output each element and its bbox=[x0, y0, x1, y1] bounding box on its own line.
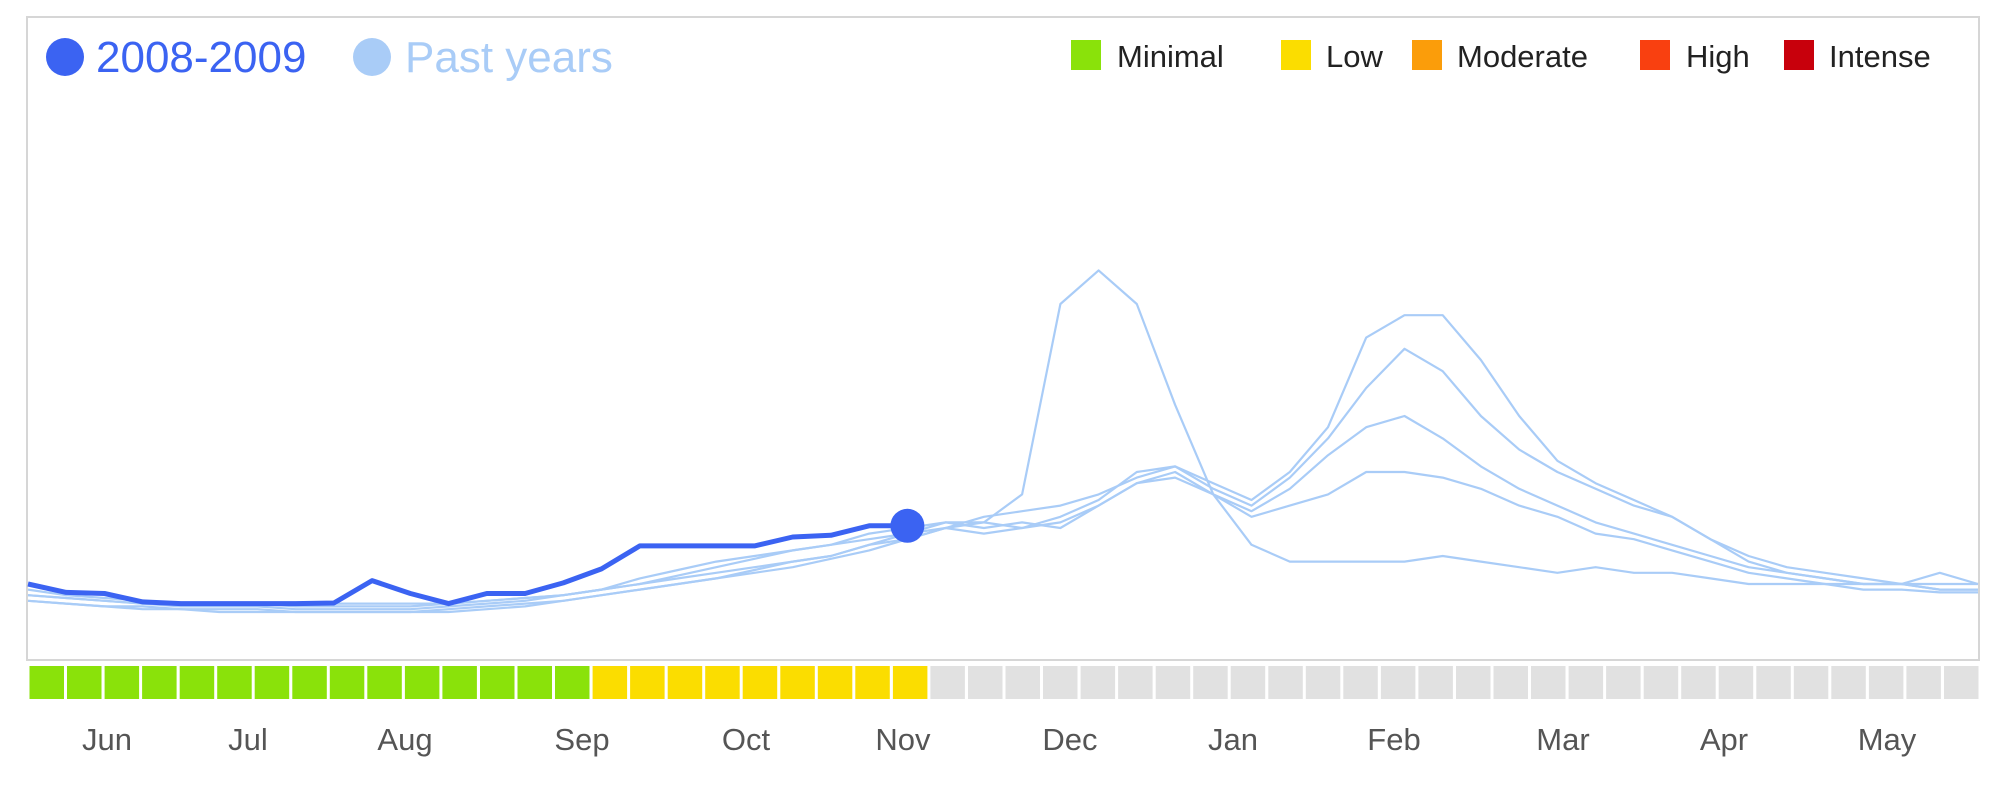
level-swatch-minimal bbox=[1071, 40, 1101, 70]
activity-cell-6[interactable] bbox=[217, 666, 252, 699]
activity-cell-13[interactable] bbox=[480, 666, 515, 699]
month-label-jun: Jun bbox=[82, 722, 132, 757]
legend: 2008-2009 Past years Minimal Low Moderat… bbox=[46, 33, 1931, 82]
activity-cell-32[interactable] bbox=[1193, 666, 1228, 699]
activity-cell-33[interactable] bbox=[1230, 666, 1266, 699]
activity-cell-46[interactable] bbox=[1718, 666, 1754, 699]
past-year-line-1 bbox=[27, 269, 1978, 605]
activity-cell-9[interactable] bbox=[329, 666, 365, 699]
activity-cell-49[interactable] bbox=[1831, 666, 1866, 699]
legend-label-current[interactable]: 2008-2009 bbox=[96, 33, 306, 82]
month-label-jul: Jul bbox=[228, 722, 268, 757]
activity-cell-3[interactable] bbox=[104, 666, 140, 699]
activity-cell-12[interactable] bbox=[442, 666, 477, 699]
activity-cell-27[interactable] bbox=[1005, 666, 1041, 699]
month-label-sep: Sep bbox=[554, 722, 609, 757]
activity-cell-23[interactable] bbox=[855, 666, 890, 699]
activity-cell-1[interactable] bbox=[29, 666, 65, 699]
activity-cell-5[interactable] bbox=[179, 666, 215, 699]
current-week-marker[interactable] bbox=[890, 508, 925, 543]
activity-cell-19[interactable] bbox=[705, 666, 740, 699]
level-label-low: Low bbox=[1326, 39, 1383, 74]
activity-cell-48[interactable] bbox=[1793, 666, 1829, 699]
month-label-apr: Apr bbox=[1700, 722, 1748, 757]
activity-cell-21[interactable] bbox=[780, 666, 815, 699]
activity-cell-43[interactable] bbox=[1606, 666, 1641, 699]
activity-cell-29[interactable] bbox=[1080, 666, 1116, 699]
activity-cell-52[interactable] bbox=[1944, 666, 1979, 699]
activity-cell-37[interactable] bbox=[1380, 666, 1416, 699]
level-label-minimal: Minimal bbox=[1117, 39, 1224, 74]
activity-cell-10[interactable] bbox=[367, 666, 402, 699]
level-swatch-low bbox=[1281, 40, 1311, 70]
activity-cell-11[interactable] bbox=[404, 666, 440, 699]
activity-cell-24[interactable] bbox=[892, 666, 928, 699]
activity-cell-35[interactable] bbox=[1305, 666, 1341, 699]
current-season-polyline bbox=[27, 523, 908, 607]
activity-cell-26[interactable] bbox=[968, 666, 1003, 699]
past-year-line-4 bbox=[27, 347, 1978, 614]
current-season-line bbox=[27, 508, 925, 607]
activity-cell-31[interactable] bbox=[1155, 666, 1191, 699]
activity-cell-44[interactable] bbox=[1643, 666, 1679, 699]
activity-cell-18[interactable] bbox=[667, 666, 703, 699]
chart-frame bbox=[26, 16, 1980, 661]
activity-level-strip bbox=[29, 666, 1979, 699]
level-swatch-intense bbox=[1784, 40, 1814, 70]
month-label-mar: Mar bbox=[1536, 722, 1589, 757]
activity-cell-14[interactable] bbox=[517, 666, 553, 699]
activity-cell-15[interactable] bbox=[555, 666, 590, 699]
past-year-line-5 bbox=[27, 314, 1979, 614]
activity-cell-8[interactable] bbox=[292, 666, 327, 699]
month-label-nov: Nov bbox=[875, 722, 931, 757]
level-label-intense: Intense bbox=[1829, 39, 1931, 74]
activity-cell-45[interactable] bbox=[1681, 666, 1716, 699]
activity-cell-50[interactable] bbox=[1868, 666, 1904, 699]
activity-cell-20[interactable] bbox=[742, 666, 778, 699]
activity-cell-51[interactable] bbox=[1906, 666, 1941, 699]
month-axis: Jun Jul Aug Sep Oct Nov Dec Jan Feb Mar Apr May bbox=[82, 722, 1917, 757]
activity-cell-47[interactable] bbox=[1756, 666, 1791, 699]
activity-cell-36[interactable] bbox=[1343, 666, 1378, 699]
activity-cell-16[interactable] bbox=[592, 666, 628, 699]
activity-cell-38[interactable] bbox=[1418, 666, 1453, 699]
month-label-dec: Dec bbox=[1042, 722, 1097, 757]
level-label-moderate: Moderate bbox=[1457, 39, 1588, 74]
activity-cell-41[interactable] bbox=[1531, 666, 1566, 699]
legend-label-past[interactable]: Past years bbox=[405, 33, 613, 82]
activity-cell-25[interactable] bbox=[930, 666, 965, 699]
past-year-line-2 bbox=[27, 470, 1978, 608]
level-swatch-high bbox=[1640, 40, 1670, 70]
legend-dot-past bbox=[353, 38, 391, 76]
activity-cell-7[interactable] bbox=[254, 666, 290, 699]
activity-cell-17[interactable] bbox=[630, 666, 665, 699]
month-label-may: May bbox=[1858, 722, 1917, 757]
activity-cell-30[interactable] bbox=[1118, 666, 1153, 699]
activity-cell-4[interactable] bbox=[142, 666, 177, 699]
activity-cell-42[interactable] bbox=[1568, 666, 1604, 699]
past-years-lines bbox=[27, 269, 1979, 614]
activity-cell-2[interactable] bbox=[67, 666, 102, 699]
legend-dot-current bbox=[46, 38, 84, 76]
month-label-aug: Aug bbox=[377, 722, 432, 757]
month-label-feb: Feb bbox=[1367, 722, 1420, 757]
month-label-jan: Jan bbox=[1208, 722, 1258, 757]
activity-cell-28[interactable] bbox=[1043, 666, 1078, 699]
activity-cell-40[interactable] bbox=[1493, 666, 1529, 699]
level-label-high: High bbox=[1686, 39, 1750, 74]
level-swatch-moderate bbox=[1412, 40, 1442, 70]
activity-cell-39[interactable] bbox=[1456, 666, 1491, 699]
activity-cell-22[interactable] bbox=[817, 666, 853, 699]
past-year-line-3 bbox=[27, 414, 1978, 611]
activity-cell-34[interactable] bbox=[1268, 666, 1303, 699]
month-label-oct: Oct bbox=[722, 722, 771, 757]
